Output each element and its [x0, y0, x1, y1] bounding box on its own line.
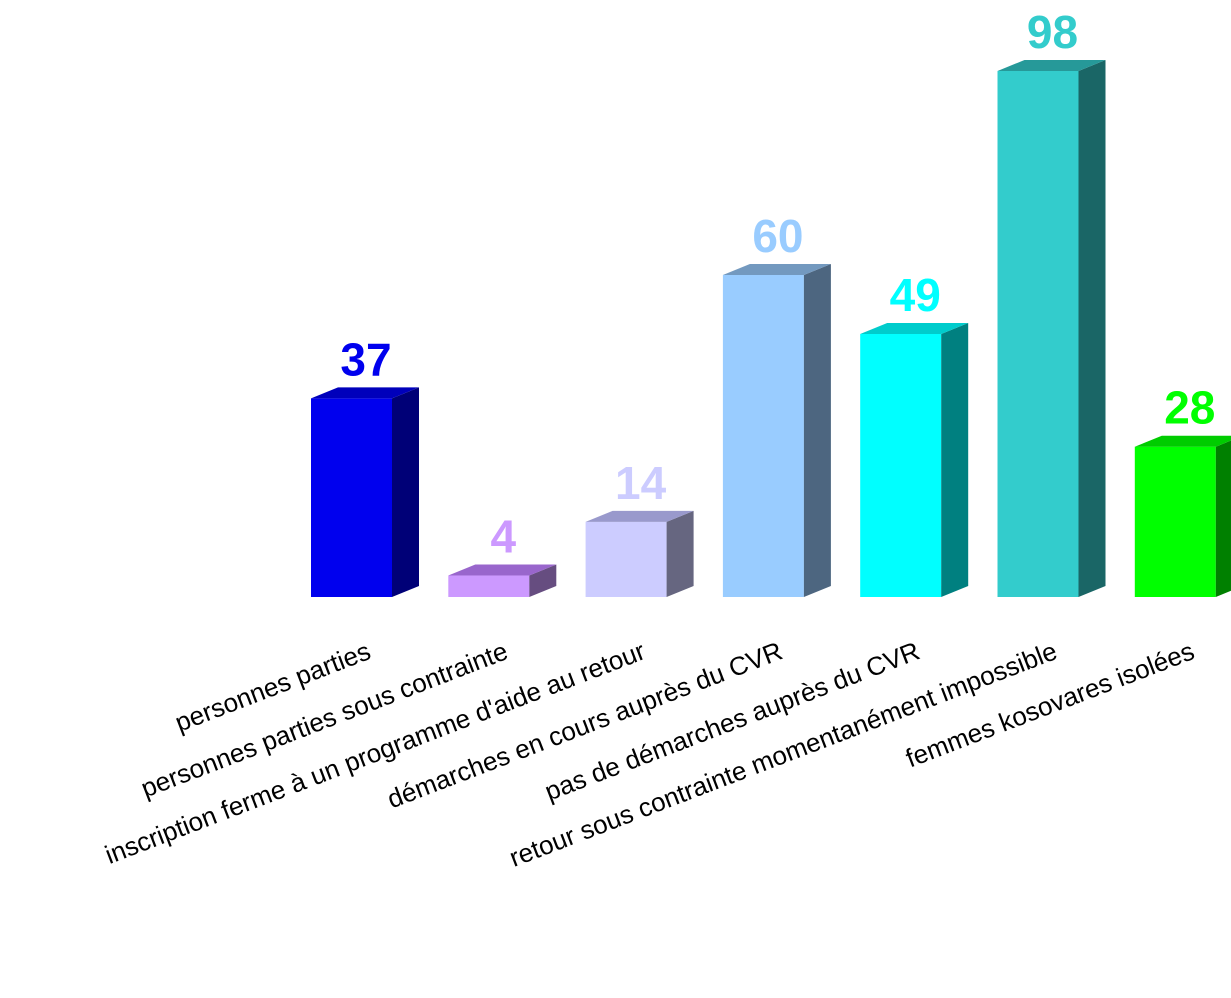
- bar-top-face: [997, 60, 1106, 71]
- bar-side-face: [392, 387, 419, 597]
- bar-front-face: [448, 575, 530, 597]
- bar-side-face: [1078, 60, 1106, 597]
- bar-top-face: [860, 323, 969, 334]
- bar-4: [722, 263, 831, 597]
- value-labels-layer: 37 4 14 60 49 98 28: [340, 6, 1215, 563]
- value-label: 28: [1164, 382, 1215, 434]
- bar-front-face: [311, 398, 392, 597]
- bar-front-face: [1134, 446, 1216, 597]
- bar-7: [1134, 435, 1231, 597]
- bar-5: [860, 323, 969, 597]
- bar-front-face: [722, 274, 804, 597]
- bar-side-face: [666, 510, 694, 597]
- bar-top-face: [1134, 435, 1231, 447]
- bar-top-face: [311, 387, 419, 399]
- bar-side-face: [529, 564, 557, 597]
- value-label: 4: [491, 511, 517, 563]
- bar-6: [997, 60, 1106, 597]
- bar-top-face: [722, 263, 831, 275]
- bar-side-face: [1215, 440, 1231, 597]
- value-label: 37: [340, 333, 391, 385]
- bars-layer: [311, 60, 1231, 597]
- value-label: 98: [1027, 6, 1078, 58]
- value-label: 60: [752, 210, 803, 262]
- bar-side-face: [941, 323, 969, 597]
- bar-front-face: [585, 521, 667, 597]
- bar-top-face: [448, 564, 557, 576]
- bar-front-face: [997, 71, 1079, 597]
- value-label: 14: [615, 457, 667, 509]
- bar-front-face: [860, 334, 942, 597]
- value-label: 49: [890, 269, 941, 321]
- bar-1: [311, 387, 419, 597]
- bar-top-face: [585, 510, 694, 522]
- bar-side-face: [803, 263, 831, 597]
- bar-2: [448, 564, 557, 597]
- bar-3: [585, 510, 694, 597]
